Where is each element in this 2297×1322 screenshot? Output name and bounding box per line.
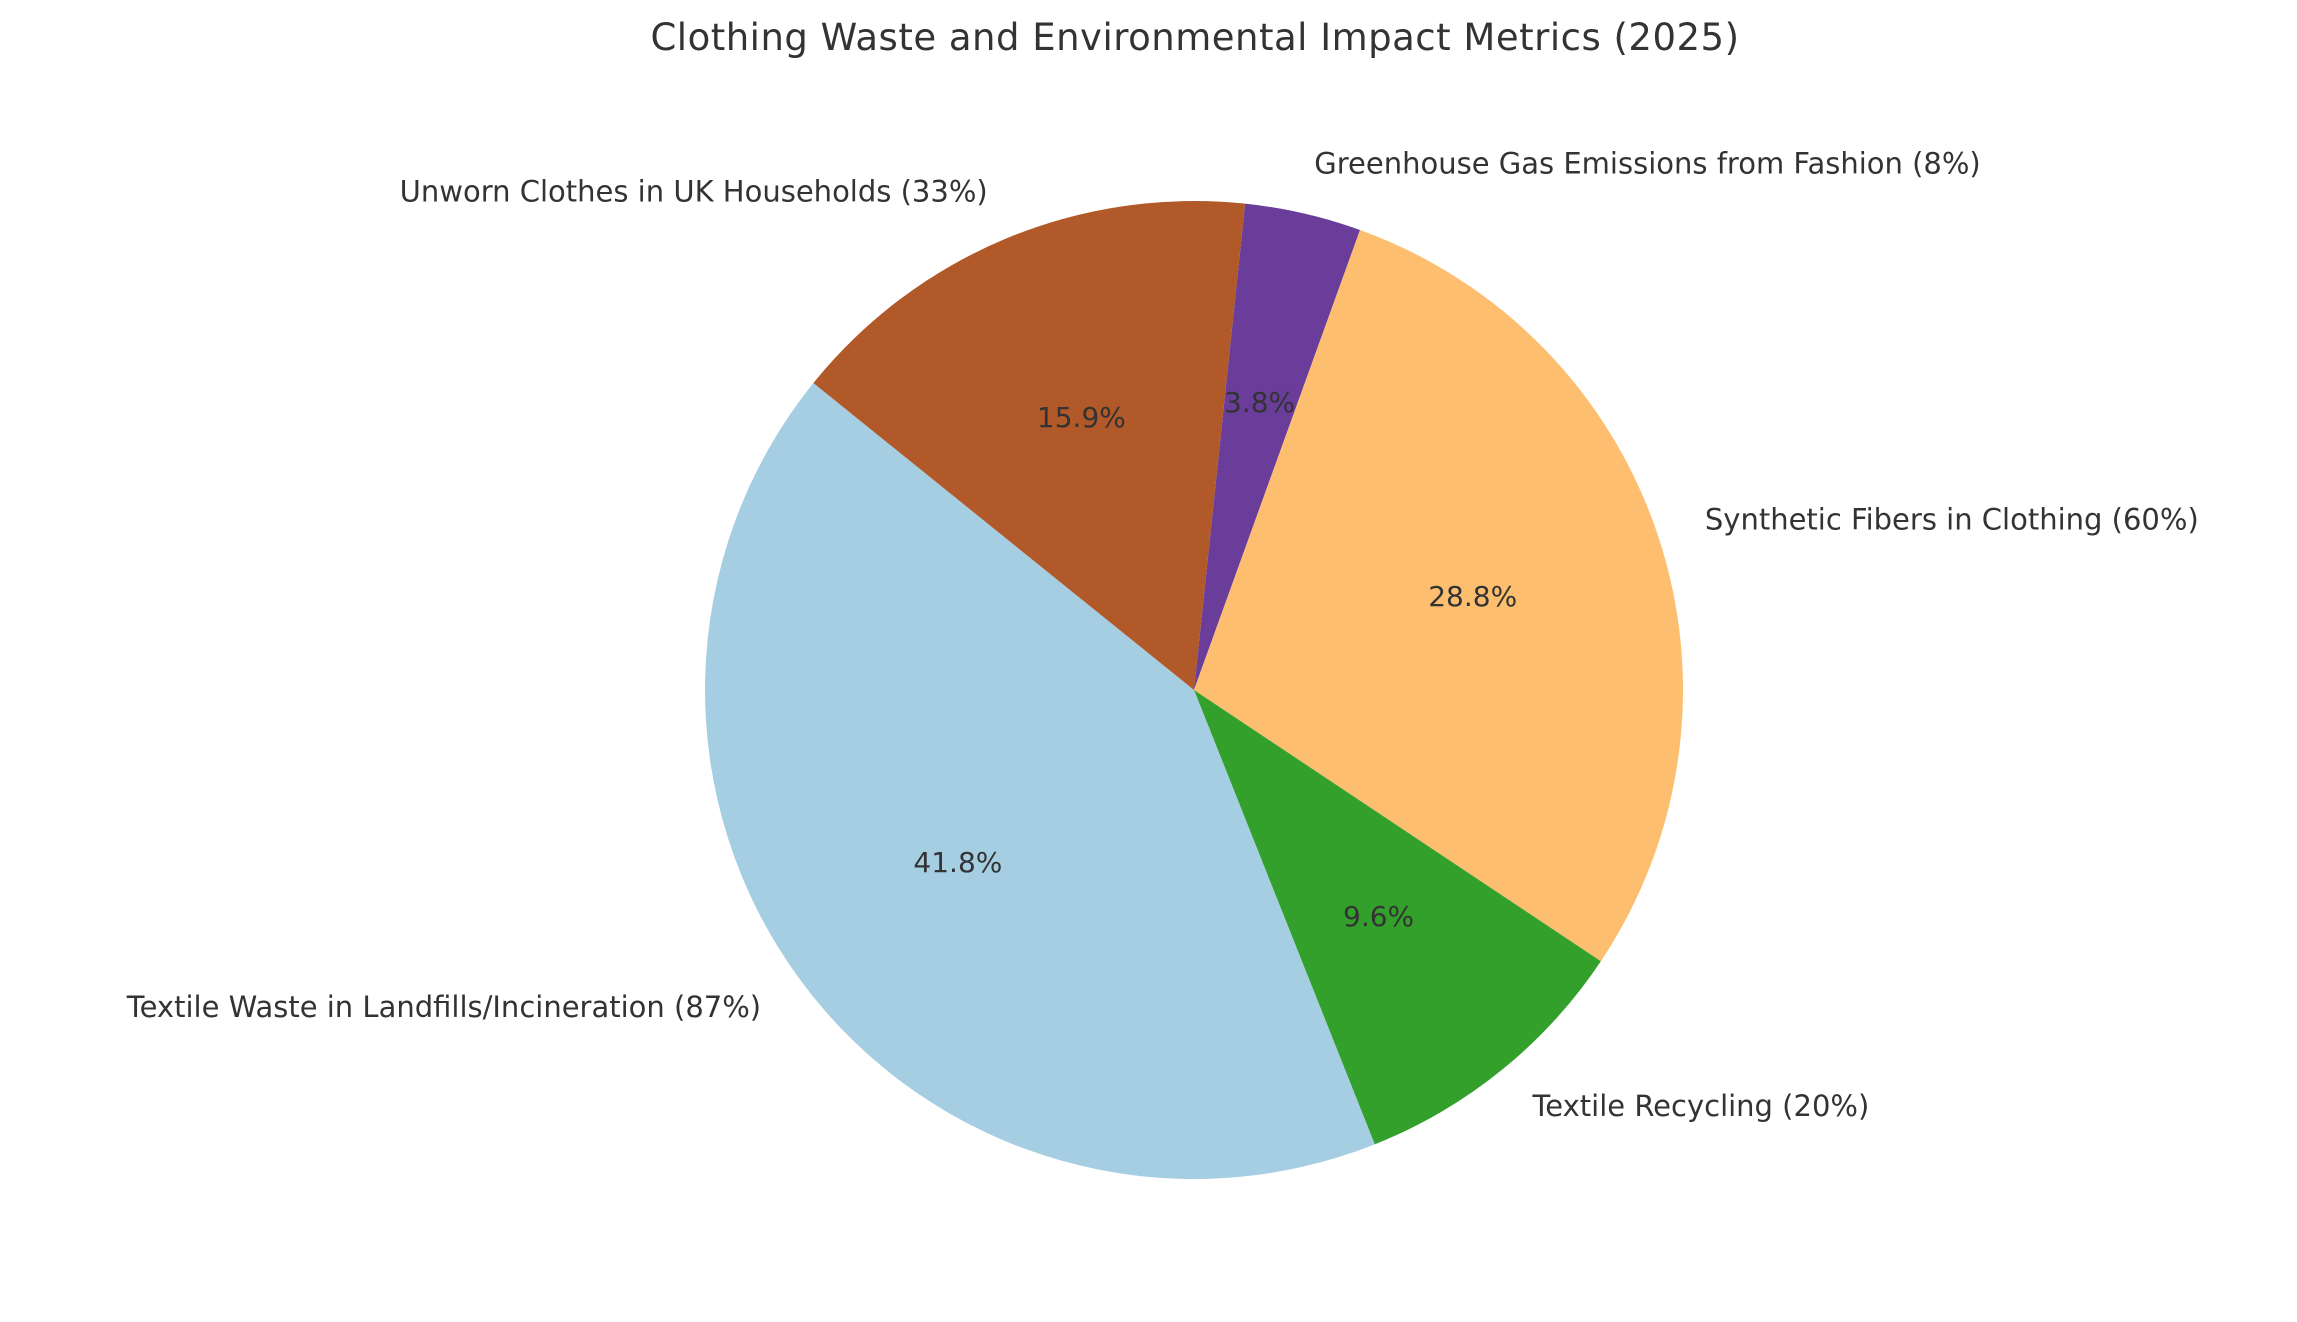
pie-slice: [1194, 690, 1601, 1145]
chart-title: Clothing Waste and Environmental Impact …: [650, 16, 1740, 59]
pie-slice-pct: 41.8%: [913, 846, 1002, 879]
pie-slice: [1194, 230, 1683, 962]
pie-slice: [1194, 203, 1361, 690]
pie-slice: [813, 201, 1246, 690]
pie-slice-label: Greenhouse Gas Emissions from Fashion (8…: [1314, 147, 1980, 181]
pie-slice-pct: 3.8%: [1224, 386, 1295, 419]
pie-slice-label: Textile Recycling (20%): [1532, 1089, 1870, 1123]
pie-slice-label: Unworn Clothes in UK Households (33%): [400, 174, 988, 208]
pie-slice-pct: 9.6%: [1343, 900, 1414, 933]
pie-slice-pct: 28.8%: [1428, 580, 1517, 613]
pie-slice: [705, 383, 1375, 1179]
pie-slice-pct: 15.9%: [1037, 401, 1126, 434]
pie-slice-label: Textile Waste in Landfills/Incineration …: [126, 990, 761, 1024]
pie-slice-label: Synthetic Fibers in Clothing (60%): [1705, 503, 2199, 537]
